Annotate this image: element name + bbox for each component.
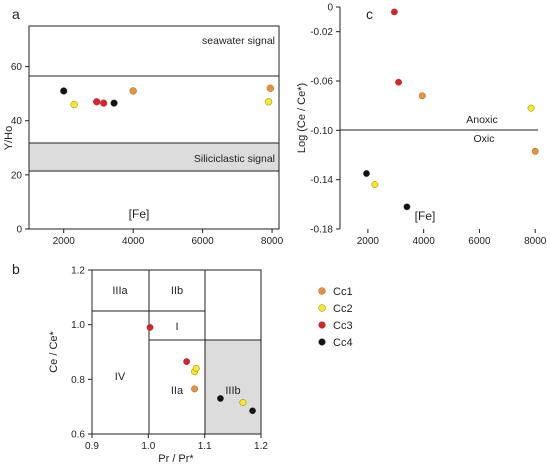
data-point-cc1	[191, 385, 198, 393]
panel-a-seawater-label: seawater signal	[202, 35, 275, 47]
panel-b-xlabel: Pr / Pr*	[158, 453, 194, 465]
panel-c-y-tick-label: -0.02	[310, 27, 333, 38]
panel-b-x-tick-label: 1.0	[141, 441, 155, 452]
panel-b-points	[146, 323, 256, 415]
legend-label-cc1: Cc1	[333, 286, 353, 298]
panel-b-x-tick-label: 1.2	[254, 441, 268, 452]
panel-b-frame	[91, 269, 262, 435]
panel-b-x-tick-label: 1.1	[198, 441, 212, 452]
legend-label-cc3: Cc3	[333, 320, 353, 332]
legend-marker-cc3	[318, 321, 326, 329]
panel-b-y-tick-label: 0.8	[71, 375, 85, 386]
data-point-cc2	[70, 100, 78, 109]
panel-b-field-I: I	[175, 321, 178, 333]
data-point-cc2	[527, 104, 535, 112]
panel-b-ylabel: Ce / Ce*	[48, 330, 60, 372]
panel-a: a seawater signal Siliciclastic signal […	[3, 6, 284, 247]
panel-a-siliciclastic-band	[29, 143, 279, 171]
panel-b-field-IV: IV	[115, 371, 126, 383]
panel-a-y-tick-label: 0	[16, 225, 22, 236]
data-point-cc2	[239, 399, 247, 406]
panel-b-field-IIa: IIa	[171, 385, 184, 397]
panel-b: b IIIa IIb I IV IIa IIIb Pr / Pr* Ce / C…	[12, 261, 268, 465]
data-point-cc2	[192, 364, 200, 372]
panel-a-frame	[28, 25, 280, 230]
data-point-cc4	[363, 170, 370, 177]
data-point-cc3	[395, 78, 402, 86]
legend: Cc1 Cc2 Cc3 Cc4	[318, 286, 353, 349]
panel-b-x-ticks: 0.9 1.0 1.1 1.2	[85, 434, 268, 452]
data-point-cc1	[418, 92, 426, 100]
panel-c: c Anoxic Oxic [Fe] Log (Ce / Ce*) 2000 40…	[296, 3, 547, 248]
panel-a-ylabel: Y/Ho	[3, 126, 15, 150]
panel-c-y-tick-label: -0.18	[310, 225, 333, 236]
panel-b-shaded-field	[205, 340, 261, 434]
data-point-cc4	[110, 99, 118, 107]
panel-a-y-tick-label: 20	[11, 170, 23, 181]
panel-b-x-tick-label: 0.9	[85, 441, 99, 452]
panel-a-y-ticks: 0 20 40 60	[11, 62, 29, 236]
panel-c-y-tick-label: 0	[327, 3, 333, 14]
panel-c-anoxic-label: Anoxic	[466, 114, 498, 126]
panel-c-points	[363, 8, 539, 211]
data-point-cc3	[390, 8, 398, 16]
panel-c-y-tick-label: -0.14	[310, 175, 333, 186]
panel-b-label: b	[12, 261, 20, 277]
panel-c-x-ticks: 2000 4000 6000 8000	[357, 229, 547, 247]
panel-b-y-tick-label: 1.0	[71, 320, 85, 331]
legend-marker-cc2	[318, 304, 326, 312]
data-point-cc3	[93, 98, 101, 106]
data-point-cc3	[146, 323, 154, 331]
data-point-cc2	[371, 181, 379, 189]
panel-b-field-IIIa: IIIa	[112, 285, 128, 297]
panel-c-label: c	[366, 6, 373, 22]
panel-a-x-tick-label: 2000	[53, 236, 76, 247]
panel-c-y-tick-label: -0.10	[310, 126, 333, 137]
panel-a-xlabel: [Fe]	[129, 207, 150, 221]
legend-marker-cc4	[318, 338, 326, 346]
panel-b-field-IIIb: IIIb	[225, 385, 240, 397]
panel-a-y-tick-label: 60	[11, 62, 23, 73]
data-point-cc3	[183, 358, 191, 365]
panel-c-x-tick-label: 8000	[524, 236, 547, 247]
panel-b-y-tick-label: 1.2	[71, 266, 85, 277]
data-point-cc3	[100, 99, 108, 107]
panel-a-x-ticks: 2000 4000 6000 8000	[53, 229, 284, 247]
panel-b-y-ticks: 0.6 0.8 1.0 1.2	[71, 266, 92, 441]
panel-c-xlabel: [Fe]	[415, 209, 436, 223]
panel-a-y-tick-label: 40	[11, 116, 23, 127]
data-point-cc1	[531, 147, 539, 155]
panel-b-field-IIb: IIb	[171, 285, 183, 297]
panel-c-ylabel: Log (Ce / Ce*)	[296, 83, 308, 153]
panel-b-y-tick-label: 0.6	[71, 430, 85, 441]
data-point-cc1	[266, 84, 274, 92]
panel-c-x-tick-label: 4000	[413, 236, 436, 247]
panel-a-x-tick-label: 8000	[261, 236, 284, 247]
data-point-cc4	[249, 407, 256, 415]
legend-marker-cc1	[318, 287, 326, 295]
panel-a-x-tick-label: 6000	[191, 236, 214, 247]
panel-c-y-ticks: 0 -0.02 -0.06 -0.10 -0.14 -0.18	[310, 3, 340, 236]
panel-c-oxic-label: Oxic	[474, 133, 495, 145]
legend-label-cc2: Cc2	[333, 303, 353, 315]
data-point-cc1	[129, 87, 137, 95]
data-point-cc4	[60, 87, 68, 95]
data-point-cc4	[217, 395, 224, 402]
panel-a-points	[60, 84, 274, 109]
panel-a-x-tick-label: 4000	[122, 236, 145, 247]
data-point-cc4	[403, 203, 411, 211]
panel-c-y-tick-label: -0.06	[310, 77, 333, 88]
data-point-cc2	[264, 98, 273, 106]
panel-a-band-label: Siliciclastic signal	[194, 153, 275, 165]
panel-a-label: a	[12, 6, 20, 22]
panel-c-x-tick-label: 6000	[468, 236, 491, 247]
panel-c-x-tick-label: 2000	[357, 236, 380, 247]
legend-label-cc4: Cc4	[333, 337, 353, 349]
